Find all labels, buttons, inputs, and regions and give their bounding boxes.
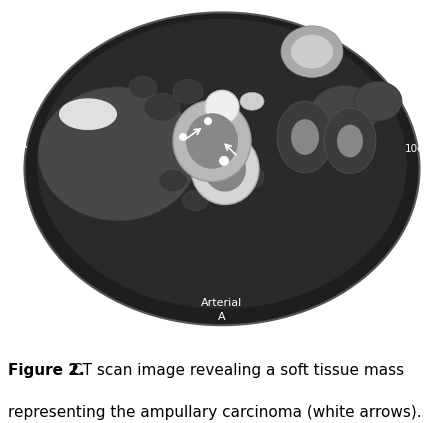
Ellipse shape xyxy=(204,146,246,192)
Ellipse shape xyxy=(173,80,203,103)
Text: Arterial: Arterial xyxy=(202,298,242,308)
Text: A: A xyxy=(218,312,226,322)
Ellipse shape xyxy=(182,191,208,211)
Ellipse shape xyxy=(337,125,363,157)
Circle shape xyxy=(219,156,229,166)
Ellipse shape xyxy=(311,85,379,137)
Ellipse shape xyxy=(277,101,333,173)
Ellipse shape xyxy=(59,98,117,130)
Ellipse shape xyxy=(37,19,407,309)
Ellipse shape xyxy=(232,164,264,190)
Ellipse shape xyxy=(324,108,376,174)
Ellipse shape xyxy=(173,100,251,182)
Text: representing the ampullary carcinoma (white arrows).: representing the ampullary carcinoma (wh… xyxy=(8,405,422,420)
Ellipse shape xyxy=(38,87,198,221)
Text: 10cm: 10cm xyxy=(405,144,434,154)
Ellipse shape xyxy=(191,133,259,205)
Text: Figure 2.: Figure 2. xyxy=(8,363,85,378)
Ellipse shape xyxy=(354,81,402,121)
Ellipse shape xyxy=(186,113,238,169)
Circle shape xyxy=(204,117,212,125)
Ellipse shape xyxy=(159,170,187,192)
Ellipse shape xyxy=(281,26,343,77)
Ellipse shape xyxy=(291,119,319,155)
Ellipse shape xyxy=(144,93,180,121)
Ellipse shape xyxy=(240,92,264,110)
Text: CT scan image revealing a soft tissue mass: CT scan image revealing a soft tissue ma… xyxy=(72,363,404,378)
Ellipse shape xyxy=(24,12,420,325)
Circle shape xyxy=(179,133,187,141)
Text: R: R xyxy=(16,137,27,151)
Ellipse shape xyxy=(291,35,333,69)
Ellipse shape xyxy=(129,77,157,98)
Circle shape xyxy=(205,91,239,124)
